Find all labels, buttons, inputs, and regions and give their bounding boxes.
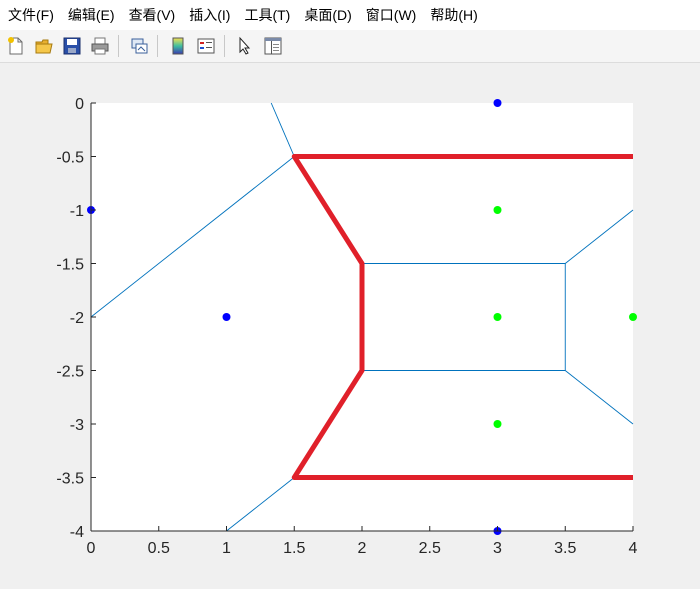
- green-point: [493, 206, 502, 214]
- legend-button[interactable]: [194, 34, 218, 58]
- menu-edit[interactable]: 编辑(E): [67, 7, 115, 23]
- link-plot-icon: [131, 38, 148, 54]
- link-plot-button[interactable]: [127, 34, 151, 58]
- print-icon: [91, 37, 109, 55]
- x-tick-label: 1.5: [283, 540, 305, 557]
- x-tick-label: 3.5: [554, 540, 576, 557]
- menu-window[interactable]: 窗口(W): [365, 7, 417, 23]
- legend-icon: [197, 38, 215, 54]
- menu-bar: 文件(F) 编辑(E) 查看(V) 插入(I) 工具(T) 桌面(D) 窗口(W…: [0, 0, 700, 30]
- voronoi-edge: [564, 370, 634, 425]
- figure-canvas: 0 0.5 1 1.5 2 2.5 3 3.5 4 0 -0.5 -1 -1.5 -2 -2.5 -3 -3.5…: [0, 63, 700, 589]
- property-inspector-icon: [264, 37, 282, 55]
- voronoi-edge: [270, 102, 295, 157]
- y-tick-label: -1: [70, 203, 84, 220]
- edit-plot-pointer-icon: [239, 36, 251, 55]
- menu-tools[interactable]: 工具(T): [244, 7, 291, 23]
- toolbar-separator: [224, 35, 225, 57]
- boundary-path: [291, 154, 633, 480]
- y-tick-label: -0.5: [56, 150, 84, 167]
- y-tick-label: -2.5: [56, 364, 84, 381]
- scatter-points: [87, 99, 637, 535]
- y-tick-label: -4: [70, 524, 84, 541]
- axes: 0 0.5 1 1.5 2 2.5 3 3.5 4 0 -0.5 -1 -1.5 -2 -2.5 -3 -3.5…: [56, 96, 637, 557]
- toolbar-separator: [157, 35, 158, 57]
- green-point: [493, 313, 502, 321]
- print-button[interactable]: [88, 34, 112, 58]
- y-tick-label: -2: [70, 310, 84, 327]
- boundary-path-line: [291, 154, 633, 480]
- y-tick-label: -1.5: [56, 257, 84, 274]
- open-file-icon: [35, 39, 53, 54]
- y-tick-label: 0: [75, 96, 84, 113]
- x-tick-label: 2.5: [419, 540, 441, 557]
- x-tick-label: 3: [493, 540, 502, 557]
- toolbar-separator: [118, 35, 119, 57]
- menu-desktop[interactable]: 桌面(D): [304, 7, 352, 23]
- blue-point: [493, 99, 502, 107]
- y-tick-label: -3.5: [56, 471, 84, 488]
- voronoi-edge: [564, 209, 634, 264]
- new-figure-icon: [8, 37, 23, 55]
- colorbar-icon: [172, 37, 184, 55]
- x-tick-label: 1: [222, 540, 231, 557]
- new-figure-button[interactable]: [4, 34, 28, 58]
- property-inspector-button[interactable]: [261, 34, 285, 58]
- save-icon: [63, 37, 81, 55]
- green-point: [629, 313, 637, 321]
- figure-toolbar: [0, 30, 700, 63]
- y-tick-label: -3: [70, 417, 84, 434]
- open-file-button[interactable]: [32, 34, 56, 58]
- voronoi-edge: [90, 156, 295, 318]
- menu-file[interactable]: 文件(F): [8, 7, 54, 23]
- x-tick-label: 0.5: [148, 540, 170, 557]
- menu-insert[interactable]: 插入(I): [189, 7, 231, 23]
- save-button[interactable]: [60, 34, 84, 58]
- voronoi-edge: [226, 477, 295, 532]
- edit-plot-button[interactable]: [233, 34, 257, 58]
- x-tick-label: 2: [358, 540, 367, 557]
- plot-svg: 0 0.5 1 1.5 2 2.5 3 3.5 4 0 -0.5 -1 -1.5 -2 -2.5 -3 -3.5…: [56, 96, 637, 557]
- menu-view[interactable]: 查看(V): [128, 7, 176, 23]
- colorbar-button[interactable]: [166, 34, 190, 58]
- green-point: [493, 420, 502, 428]
- menu-help[interactable]: 帮助(H): [430, 7, 478, 23]
- x-tick-label: 0: [87, 540, 96, 557]
- x-tick-label: 4: [629, 540, 638, 557]
- blue-point: [222, 313, 231, 321]
